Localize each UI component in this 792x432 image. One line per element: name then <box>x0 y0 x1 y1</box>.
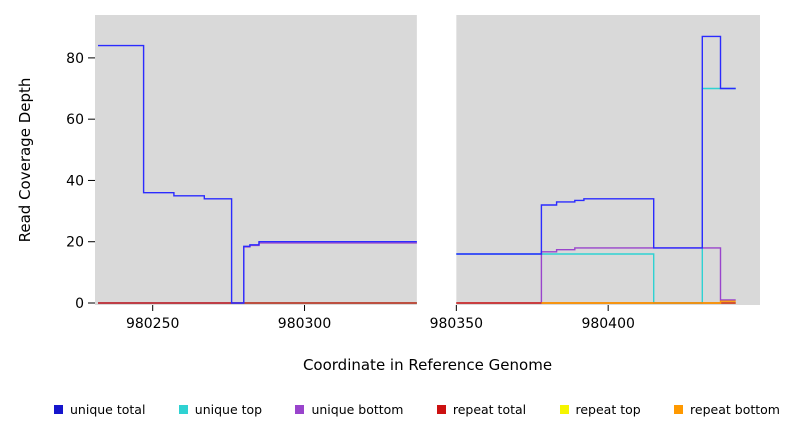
unique-total-line <box>98 44 417 304</box>
legend-label-repeat-total: repeat total <box>452 401 527 417</box>
x-tick-label: 980250 <box>126 316 179 332</box>
y-tick-label: 60 <box>66 112 84 128</box>
repeat-bottom-line <box>541 300 736 304</box>
legend-label-repeat-bottom: repeat bottom <box>690 401 780 417</box>
unique-bottom-line <box>456 247 736 304</box>
x-axis-title: Coordinate in Reference Genome <box>302 356 553 374</box>
legend-swatch-repeat-total <box>436 404 446 414</box>
legend-swatch-unique-total <box>54 404 63 414</box>
legend-item-unique-total: unique total <box>54 402 145 417</box>
legend-swatch-repeat-top <box>559 404 569 414</box>
legend-swatch-unique-bottom <box>295 404 305 414</box>
legend-label-repeat-top: repeat top <box>575 401 641 417</box>
legend-item-repeat-bottom: repeat bottom <box>674 402 780 417</box>
y-tick-label: 40 <box>66 173 84 189</box>
y-axis-title: Read Coverage Depth <box>16 77 34 243</box>
y-tick-label: 80 <box>66 51 84 67</box>
y-tick-label: 0 <box>75 296 84 312</box>
x-tick-label: 980350 <box>430 316 483 332</box>
legend: unique total unique top unique bottom re… <box>54 399 780 419</box>
legend-swatch-unique-top <box>178 404 188 414</box>
legend-item-unique-bottom: unique bottom <box>295 401 404 417</box>
legend-item-repeat-total: repeat total <box>436 401 527 417</box>
unique-total-line <box>456 35 736 255</box>
legend-item-unique-top: unique top <box>178 401 263 417</box>
no-data-gap <box>416 10 457 305</box>
y-tick-label: 20 <box>66 235 84 251</box>
x-tick-label: 980300 <box>278 316 331 332</box>
legend-item-repeat-top: repeat top <box>559 401 641 417</box>
legend-swatch-repeat-bottom <box>674 404 684 414</box>
legend-label-unique-total: unique total <box>70 401 146 417</box>
legend-label-unique-top: unique top <box>194 401 263 417</box>
x-tick-label: 980400 <box>581 316 634 332</box>
legend-label-unique-bottom: unique bottom <box>311 401 404 417</box>
